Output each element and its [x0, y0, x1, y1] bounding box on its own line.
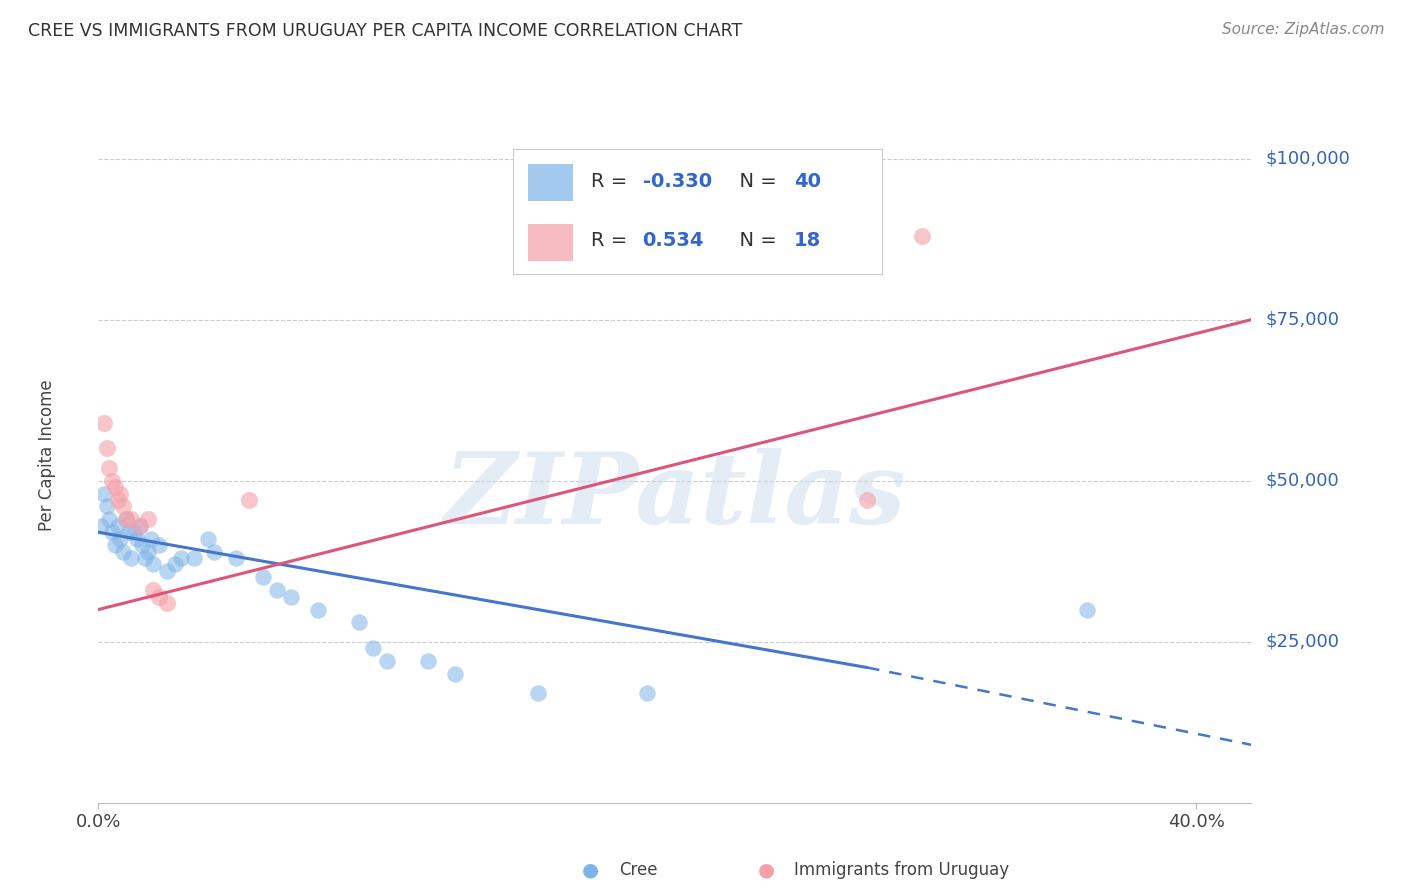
Text: $75,000: $75,000 — [1265, 310, 1339, 328]
Point — [142, 583, 165, 598]
Point — [98, 460, 121, 475]
Point — [148, 538, 170, 552]
Text: Per Capita Income: Per Capita Income — [38, 379, 56, 531]
Text: 40: 40 — [794, 172, 821, 192]
Point — [107, 518, 129, 533]
Text: Immigrants from Uruguay: Immigrants from Uruguay — [794, 861, 1010, 879]
Point — [136, 512, 159, 526]
Text: N =: N = — [727, 231, 783, 251]
Point — [93, 416, 115, 430]
Point — [104, 538, 127, 552]
Point — [110, 532, 132, 546]
Point — [128, 518, 150, 533]
Point — [107, 493, 129, 508]
Point — [96, 442, 118, 456]
Point — [98, 512, 121, 526]
Point — [112, 544, 135, 558]
Text: Source: ZipAtlas.com: Source: ZipAtlas.com — [1222, 22, 1385, 37]
Point — [125, 532, 148, 546]
Point — [636, 686, 658, 700]
Text: N =: N = — [727, 172, 783, 192]
Point — [93, 486, 115, 500]
Point — [156, 596, 179, 610]
Point — [347, 615, 370, 630]
Point — [1076, 602, 1098, 616]
Text: $50,000: $50,000 — [1265, 472, 1339, 490]
Point — [110, 486, 132, 500]
Point — [165, 558, 187, 572]
Text: 18: 18 — [794, 231, 821, 251]
Text: CREE VS IMMIGRANTS FROM URUGUAY PER CAPITA INCOME CORRELATION CHART: CREE VS IMMIGRANTS FROM URUGUAY PER CAPI… — [28, 22, 742, 40]
FancyBboxPatch shape — [529, 224, 572, 261]
Point — [266, 583, 288, 598]
Text: $100,000: $100,000 — [1265, 150, 1350, 168]
Point — [202, 544, 225, 558]
Point — [101, 525, 124, 540]
Point — [120, 512, 142, 526]
Point — [115, 512, 138, 526]
Text: $25,000: $25,000 — [1265, 632, 1339, 651]
Point — [117, 525, 139, 540]
Text: ●: ● — [582, 860, 599, 880]
Point — [197, 532, 219, 546]
Point — [252, 570, 274, 584]
Point — [136, 544, 159, 558]
Point — [280, 590, 302, 604]
Point — [142, 558, 165, 572]
Point — [131, 538, 153, 552]
Point — [856, 493, 879, 508]
Point — [307, 602, 329, 616]
Point — [134, 551, 156, 566]
Point — [120, 551, 142, 566]
Text: 0.534: 0.534 — [643, 231, 704, 251]
Point — [122, 525, 145, 540]
Point — [112, 500, 135, 514]
Text: ●: ● — [758, 860, 775, 880]
Point — [416, 654, 439, 668]
Text: Cree: Cree — [619, 861, 657, 879]
Text: R =: R = — [591, 231, 640, 251]
Point — [128, 518, 150, 533]
Point — [148, 590, 170, 604]
Text: -0.330: -0.330 — [643, 172, 711, 192]
Text: R =: R = — [591, 172, 634, 192]
Point — [139, 532, 162, 546]
Point — [115, 512, 138, 526]
Point — [238, 493, 260, 508]
Point — [375, 654, 398, 668]
FancyBboxPatch shape — [529, 164, 572, 202]
Point — [170, 551, 193, 566]
Point — [361, 641, 384, 656]
Point — [104, 480, 127, 494]
Point — [526, 686, 548, 700]
Point — [96, 500, 118, 514]
Point — [225, 551, 247, 566]
Point — [183, 551, 205, 566]
Point — [911, 228, 934, 243]
Point — [444, 667, 467, 681]
Point — [101, 474, 124, 488]
Point — [90, 518, 112, 533]
Text: ZIPatlas: ZIPatlas — [444, 449, 905, 545]
Point — [156, 564, 179, 578]
